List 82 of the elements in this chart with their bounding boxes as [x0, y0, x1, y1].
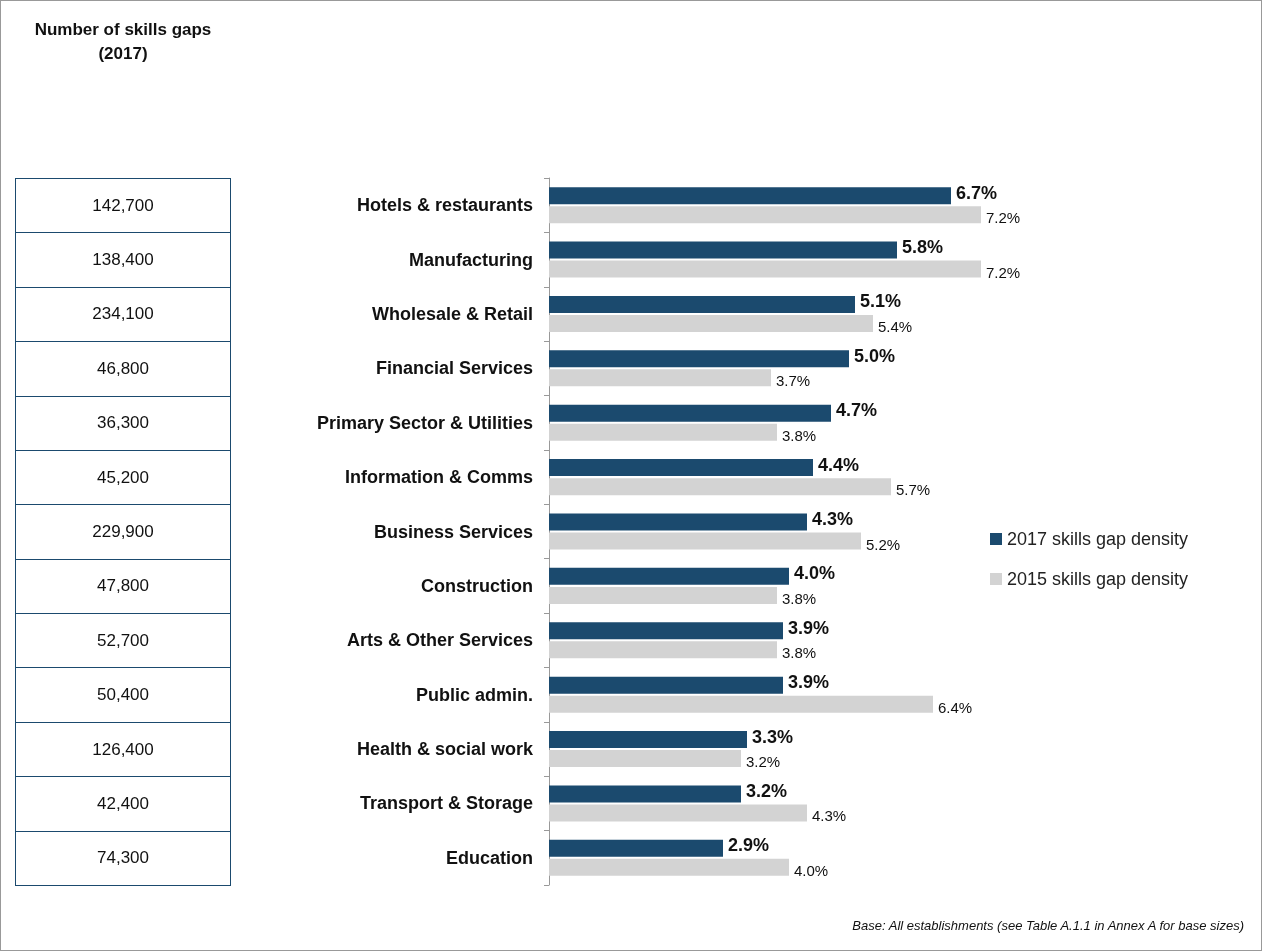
data-label: 3.8%: [782, 426, 817, 444]
data-label: 3.9%: [788, 617, 830, 638]
text: 234,100: [92, 304, 154, 324]
bar: [549, 459, 813, 477]
data-label: 5.4%: [878, 317, 913, 335]
bar: [549, 478, 891, 496]
y-tick-label: Information & Comms: [344, 467, 533, 488]
bar: [549, 260, 981, 278]
text: 126,400: [92, 739, 154, 759]
bar: [549, 532, 861, 550]
data-label: 5.2%: [866, 535, 901, 553]
bar: [549, 785, 741, 803]
text: Base: All establishments (see Table A.1.1 in Annex A for base sizes): [852, 918, 1244, 933]
data-label: 3.8%: [782, 589, 817, 607]
text: 42,400: [97, 793, 149, 813]
data-label: 3.8%: [782, 644, 817, 662]
data-label: 4.3%: [812, 508, 854, 529]
bar: [549, 586, 777, 604]
bar: [549, 513, 807, 531]
text: Number of skills gaps (2017): [33, 19, 213, 65]
y-tick-label: Financial Services: [375, 358, 533, 379]
data-label: 3.2%: [746, 753, 781, 771]
bar: [549, 295, 855, 313]
y-tick-label: Construction: [421, 575, 533, 596]
y-tick-label: Health & social work: [356, 739, 534, 760]
data-label: 4.3%: [812, 807, 847, 825]
text: 45,200: [97, 467, 149, 487]
bar: [549, 567, 789, 585]
legend-label: 2017 skills gap density: [1007, 529, 1189, 549]
bar: [549, 695, 933, 713]
bar: [549, 731, 747, 749]
data-label: 3.7%: [776, 372, 811, 390]
bar: [549, 804, 807, 822]
data-label: 6.4%: [938, 698, 973, 716]
data-label: 4.0%: [794, 563, 836, 584]
bar: [549, 241, 897, 259]
text: 50,400: [97, 685, 149, 705]
bar: [549, 423, 777, 441]
data-label: 5.1%: [860, 291, 902, 312]
text: 46,800: [97, 358, 149, 378]
data-label: 5.8%: [902, 237, 944, 258]
text: 52,700: [97, 630, 149, 650]
y-tick-label: Arts & Other Services: [346, 630, 533, 651]
y-tick-label: Wholesale & Retail: [371, 303, 533, 324]
data-label: 3.3%: [752, 726, 794, 747]
data-label: 7.2%: [986, 209, 1021, 227]
bar: [549, 404, 831, 422]
bar: [549, 676, 783, 694]
data-label: 3.2%: [746, 780, 788, 801]
text: 74,300: [97, 848, 149, 868]
legend-label: 2015 skills gap density: [1007, 569, 1189, 589]
y-tick-label: Manufacturing: [409, 249, 533, 270]
data-label: 5.0%: [854, 345, 896, 366]
text: 142,700: [92, 195, 154, 215]
bar: [549, 350, 849, 368]
text: 47,800: [97, 576, 149, 596]
data-label: 4.0%: [794, 861, 829, 879]
data-label: 6.7%: [956, 182, 998, 203]
bar: [549, 858, 789, 876]
data-label: 7.2%: [986, 263, 1021, 281]
bar: [549, 839, 723, 857]
y-tick-label: Primary Sector & Utilities: [316, 412, 533, 433]
data-label: 4.7%: [836, 400, 878, 421]
y-tick-label: Education: [445, 847, 533, 868]
bar: [549, 187, 951, 205]
bar: [549, 314, 873, 332]
bar: [549, 641, 777, 659]
y-tick-label: Hotels & restaurants: [356, 195, 533, 216]
y-tick-label: Business Services: [373, 521, 533, 542]
text: 138,400: [92, 250, 154, 270]
data-label: 4.4%: [818, 454, 860, 475]
data-label: 5.7%: [896, 481, 931, 499]
data-label: 2.9%: [728, 835, 770, 856]
data-label: 3.9%: [788, 672, 830, 693]
bar: [549, 206, 981, 224]
text: 36,300: [97, 413, 149, 433]
bar: [549, 622, 783, 640]
y-tick-label: Public admin.: [415, 684, 533, 705]
bar: [549, 750, 741, 768]
bar: [549, 369, 771, 387]
y-tick-label: Transport & Storage: [359, 793, 533, 814]
text: 229,900: [92, 521, 154, 541]
